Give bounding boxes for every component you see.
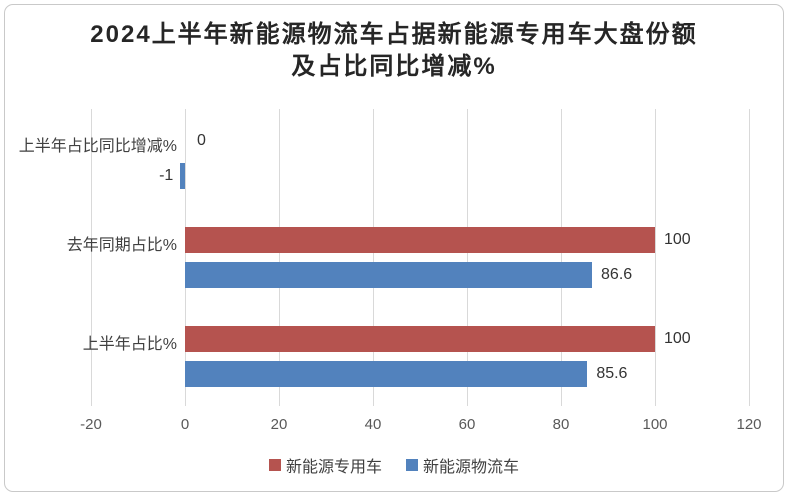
chart-frame: 2024上半年新能源物流车占据新能源专用车大盘份额 及占比同比增减% -20 0 2…: [4, 4, 784, 492]
bar-value-label: 0: [197, 132, 206, 149]
plot-area: -20 0 20 40 60 80 100 120 上半年占比同比增减% 去年同期占比% 上半年占比…: [5, 5, 783, 491]
bar: [185, 227, 655, 253]
bar-value-label: 100: [664, 330, 691, 347]
x-axis-tick-label: 60: [458, 416, 476, 433]
chart-title-line-1: 2024上半年新能源物流车占据新能源专用车大盘份额: [90, 21, 698, 48]
legend-swatch-icon: [268, 459, 281, 471]
legend: 新能源专用车 新能源物流车: [5, 453, 783, 477]
category-label: 去年同期占比%: [66, 236, 177, 254]
bar: [185, 326, 655, 352]
legend-item: 新能源专用车: [268, 453, 382, 477]
gridline: [560, 109, 562, 406]
bar: [185, 262, 593, 288]
bar: [185, 361, 588, 387]
chart-title-line-2: 及占比同比增减%: [291, 53, 497, 80]
x-axis-tick-label: 100: [642, 416, 668, 433]
gridline: [466, 109, 468, 406]
category-label: 上半年占比同比增减%: [18, 137, 177, 155]
bar: [180, 163, 185, 189]
bar-value-label: 86.6: [601, 266, 633, 283]
legend-label: 新能源物流车: [423, 459, 520, 476]
legend-item: 新能源物流车: [406, 453, 519, 477]
chart-title: 2024上半年新能源物流车占据新能源专用车大盘份额 及占比同比增减%: [5, 19, 783, 83]
x-axis-tick-label: 20: [270, 416, 288, 433]
category-label: 上半年占比%: [82, 335, 177, 353]
gridline: [184, 109, 186, 406]
x-axis-tick-label: 40: [364, 416, 382, 433]
x-axis-tick-label: 80: [552, 416, 570, 433]
legend-swatch-icon: [406, 459, 418, 471]
gridline: [372, 109, 374, 406]
gridline: [654, 109, 656, 406]
bar-value-label: 85.6: [596, 365, 628, 382]
x-axis-tick-label: -20: [80, 416, 102, 433]
gridline: [90, 109, 92, 406]
bar-value-label: 100: [664, 231, 691, 248]
x-axis-tick-label: 120: [736, 416, 762, 433]
bar-value-label: -1: [159, 167, 174, 184]
x-axis-tick-label: 0: [180, 416, 190, 433]
legend-label: 新能源专用车: [285, 459, 382, 476]
gridline: [278, 109, 280, 406]
gridline: [748, 109, 750, 406]
